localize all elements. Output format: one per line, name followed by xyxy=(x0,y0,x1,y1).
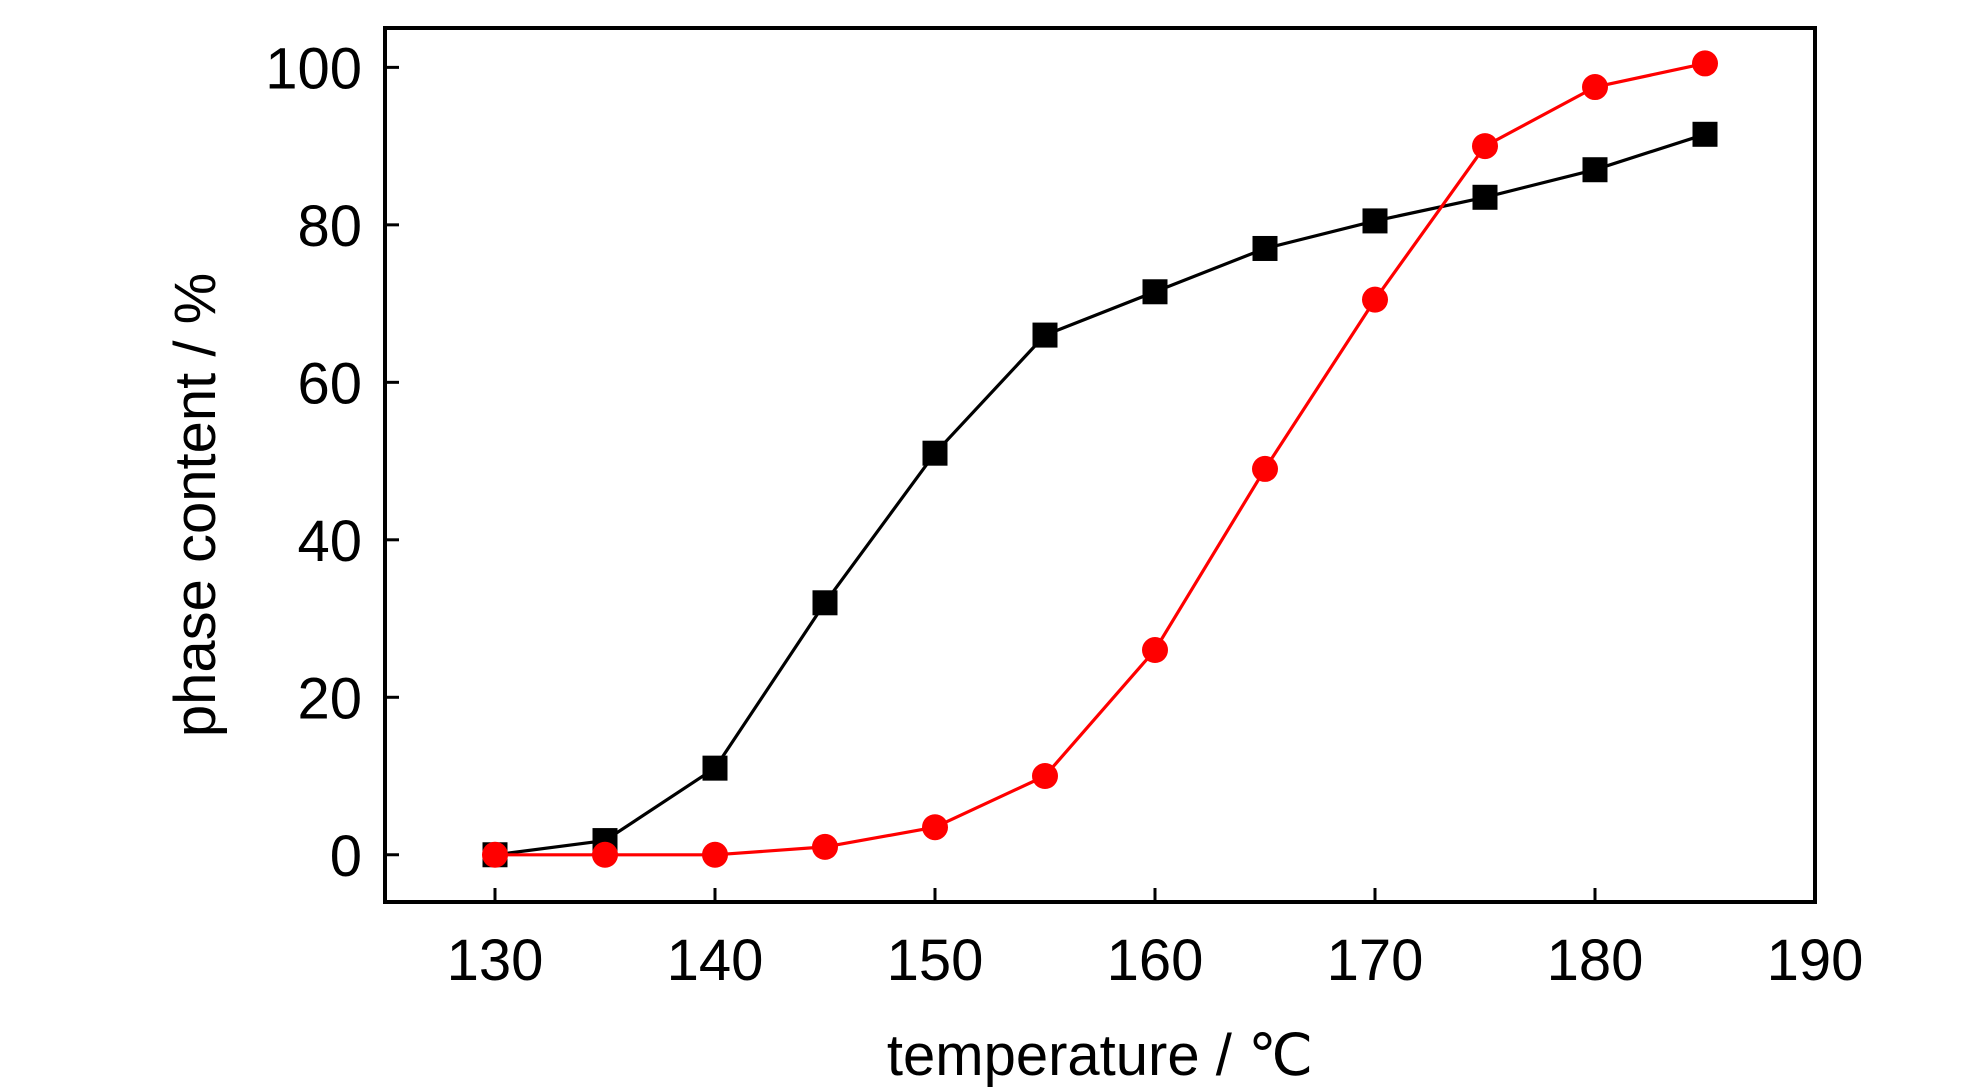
data-point xyxy=(812,590,838,616)
x-axis-label: temperature / ℃ xyxy=(887,1023,1313,1087)
x-tick-label: 150 xyxy=(887,928,984,993)
data-point xyxy=(702,755,728,781)
data-point xyxy=(1362,208,1388,234)
plot-frame xyxy=(383,26,1817,904)
series-2 xyxy=(482,50,1718,868)
data-point xyxy=(1582,157,1608,183)
data-point xyxy=(1252,455,1278,482)
x-tick-label: 170 xyxy=(1327,928,1424,993)
y-tick-label: 20 xyxy=(297,666,362,731)
y-axis-label: phase content / % xyxy=(163,273,228,737)
data-point xyxy=(1692,121,1718,147)
data-point xyxy=(482,841,508,868)
y-tick-label: 0 xyxy=(330,824,362,889)
data-point xyxy=(1472,133,1498,160)
data-point xyxy=(1252,235,1278,261)
x-tick-label: 180 xyxy=(1547,928,1644,993)
series-layer xyxy=(482,50,1718,868)
y-axis-ticks: 0 20 40 60 80 100 xyxy=(265,36,399,889)
x-tick-label: 140 xyxy=(667,928,764,993)
data-point xyxy=(1692,50,1718,77)
data-point xyxy=(702,841,728,868)
x-tick-label: 190 xyxy=(1767,928,1864,993)
data-point xyxy=(1362,286,1388,313)
data-point xyxy=(1032,322,1058,348)
data-point xyxy=(1582,74,1608,101)
data-point xyxy=(1142,279,1168,305)
data-point xyxy=(1032,763,1058,790)
y-tick-label: 40 xyxy=(297,509,362,574)
data-point xyxy=(592,841,618,868)
data-point xyxy=(922,814,948,841)
data-point xyxy=(1142,637,1168,664)
data-point xyxy=(812,833,838,860)
series-1 xyxy=(482,121,1718,868)
x-tick-label: 160 xyxy=(1107,928,1204,993)
y-tick-label: 80 xyxy=(297,194,362,259)
x-axis-ticks: 130 140 150 160 170 180 190 xyxy=(447,888,1864,993)
series-line xyxy=(494,132,1706,857)
series-line xyxy=(495,61,1706,857)
x-tick-label: 130 xyxy=(447,928,544,993)
y-tick-label: 100 xyxy=(265,36,362,101)
data-point xyxy=(1472,184,1498,210)
y-tick-label: 60 xyxy=(297,351,362,416)
data-point xyxy=(922,440,948,466)
